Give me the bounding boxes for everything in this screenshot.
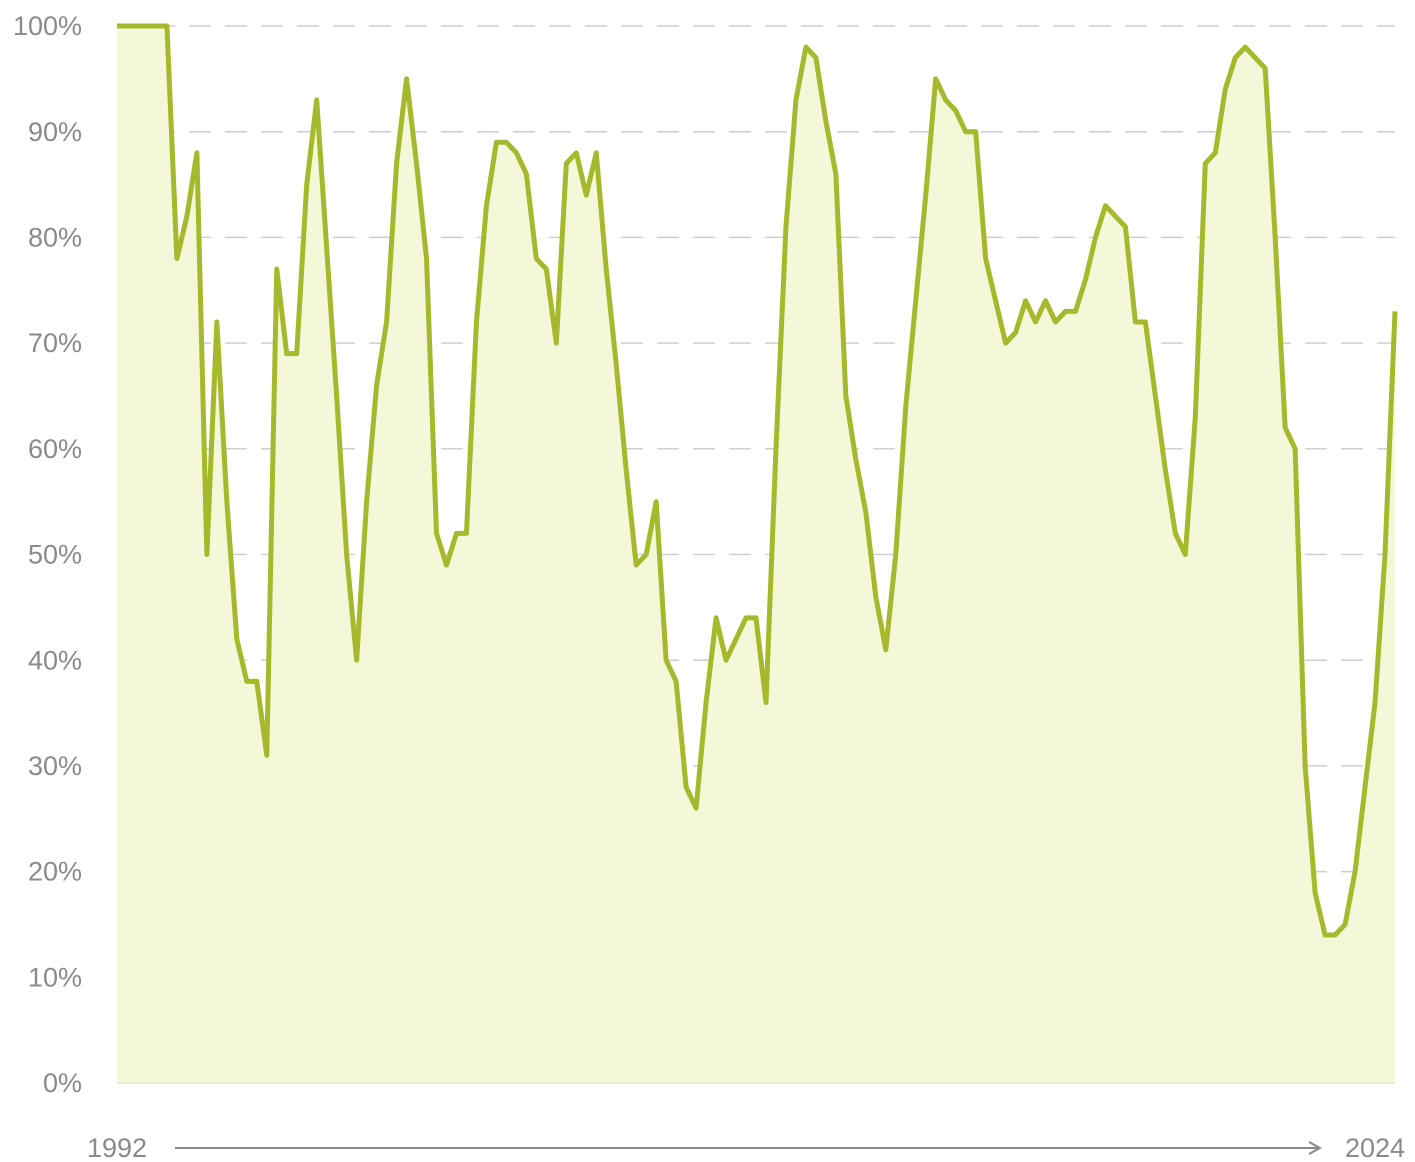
- x-tick-label: 1992: [87, 1133, 147, 1162]
- y-tick-label: 80%: [28, 223, 82, 253]
- area-fill: [117, 26, 1395, 1083]
- y-tick-label: 50%: [28, 540, 82, 570]
- y-tick-label: 70%: [28, 328, 82, 358]
- area-line: [117, 23, 1398, 938]
- y-tick-label: 60%: [28, 434, 82, 464]
- y-tick-label: 0%: [43, 1068, 82, 1098]
- y-tick-label: 30%: [28, 751, 82, 781]
- y-tick-label: 90%: [28, 117, 82, 147]
- y-tick-label: 40%: [28, 645, 82, 675]
- plot: [117, 23, 1398, 1084]
- x-tick-label: 2024: [1345, 1133, 1405, 1162]
- y-tick-label: 20%: [28, 857, 82, 887]
- y-tick-label: 10%: [28, 962, 82, 992]
- y-tick-label: 100%: [13, 11, 82, 41]
